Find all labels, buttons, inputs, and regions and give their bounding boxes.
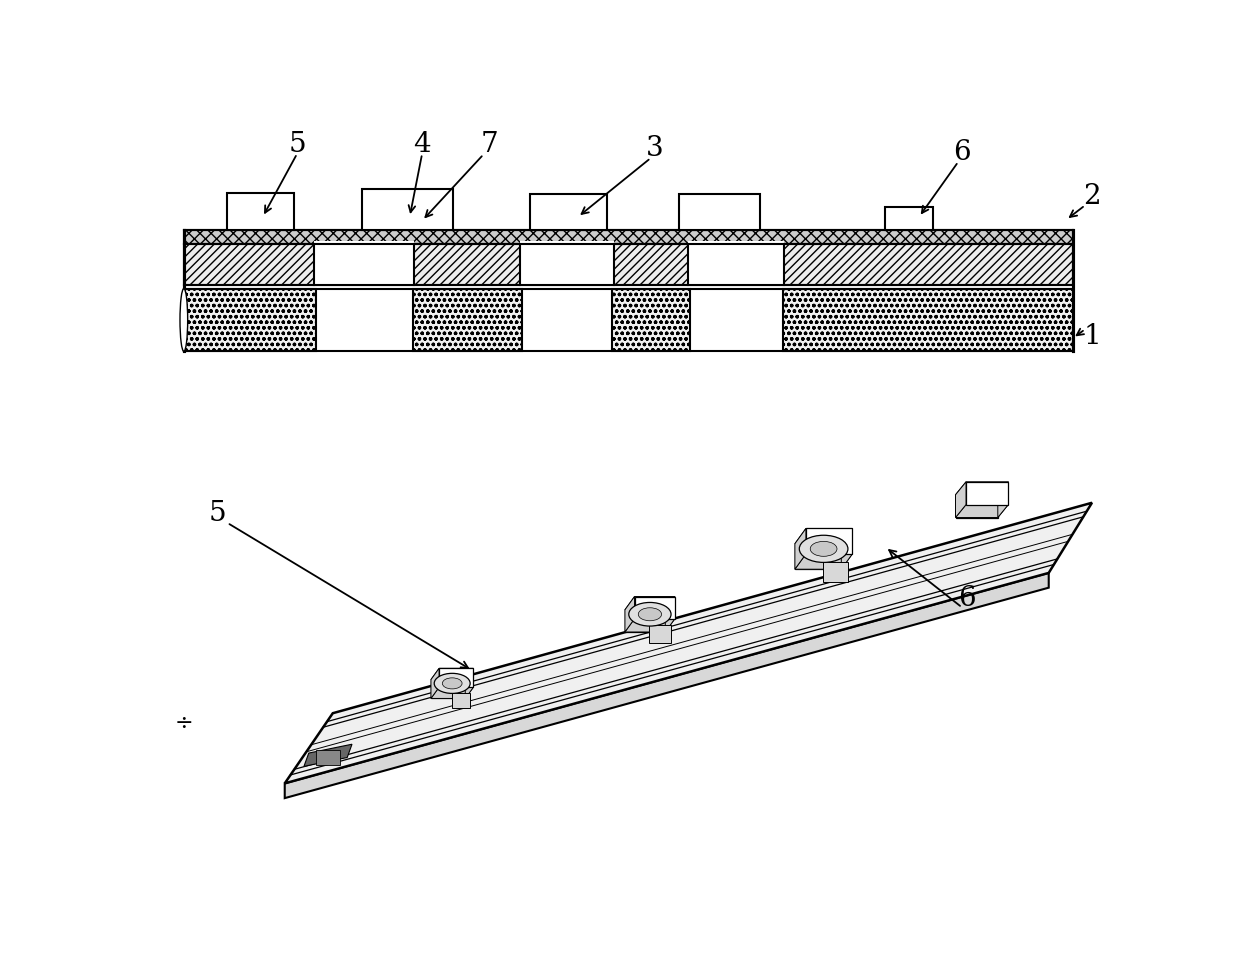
Polygon shape	[795, 554, 852, 570]
Polygon shape	[439, 668, 474, 688]
Polygon shape	[625, 619, 675, 632]
Polygon shape	[465, 668, 474, 698]
Bar	[650, 625, 671, 643]
Ellipse shape	[434, 673, 470, 693]
Text: 1: 1	[1083, 323, 1101, 350]
Polygon shape	[551, 220, 585, 229]
Bar	[184, 229, 1073, 245]
Polygon shape	[432, 680, 465, 698]
Bar	[885, 207, 934, 229]
Bar	[362, 189, 453, 229]
Polygon shape	[897, 222, 921, 229]
Bar	[521, 241, 614, 285]
Ellipse shape	[639, 608, 662, 620]
Bar	[678, 194, 760, 229]
Ellipse shape	[810, 542, 837, 556]
Polygon shape	[625, 610, 666, 632]
Polygon shape	[956, 481, 1008, 495]
Text: 4: 4	[413, 131, 432, 158]
Bar	[451, 692, 470, 708]
Text: 2: 2	[1084, 183, 1101, 210]
Polygon shape	[666, 596, 675, 632]
Polygon shape	[703, 220, 738, 229]
Polygon shape	[625, 596, 675, 610]
Text: 6: 6	[959, 585, 976, 612]
Polygon shape	[304, 744, 352, 766]
Polygon shape	[956, 495, 998, 518]
Polygon shape	[795, 528, 806, 570]
Text: 7: 7	[481, 131, 498, 158]
Polygon shape	[966, 481, 1008, 504]
Polygon shape	[841, 528, 852, 570]
Polygon shape	[956, 481, 966, 518]
Ellipse shape	[800, 535, 848, 562]
Bar	[822, 562, 848, 582]
Polygon shape	[432, 688, 474, 698]
Ellipse shape	[629, 602, 671, 626]
Polygon shape	[285, 503, 1092, 784]
Text: 5: 5	[208, 501, 226, 527]
Bar	[413, 289, 522, 351]
Bar	[688, 241, 785, 285]
Bar	[314, 241, 414, 285]
Bar	[782, 289, 1073, 351]
Ellipse shape	[443, 678, 463, 689]
Polygon shape	[432, 668, 474, 680]
Polygon shape	[795, 528, 852, 544]
Bar	[227, 193, 294, 229]
Polygon shape	[285, 573, 1049, 798]
Bar	[613, 289, 691, 351]
Polygon shape	[635, 596, 675, 619]
Bar	[316, 750, 341, 765]
Bar	[184, 289, 316, 351]
Text: 5: 5	[289, 131, 306, 158]
Polygon shape	[389, 220, 424, 229]
Bar	[184, 245, 1073, 285]
Bar	[529, 194, 606, 229]
Polygon shape	[998, 481, 1008, 518]
Polygon shape	[625, 596, 635, 632]
Text: ÷: ÷	[175, 713, 193, 736]
Ellipse shape	[180, 289, 187, 351]
Polygon shape	[956, 504, 1008, 518]
Polygon shape	[243, 220, 278, 229]
Polygon shape	[432, 668, 439, 698]
Text: 6: 6	[954, 138, 971, 166]
Polygon shape	[806, 528, 852, 554]
Text: 3: 3	[646, 135, 663, 162]
Polygon shape	[795, 544, 841, 570]
